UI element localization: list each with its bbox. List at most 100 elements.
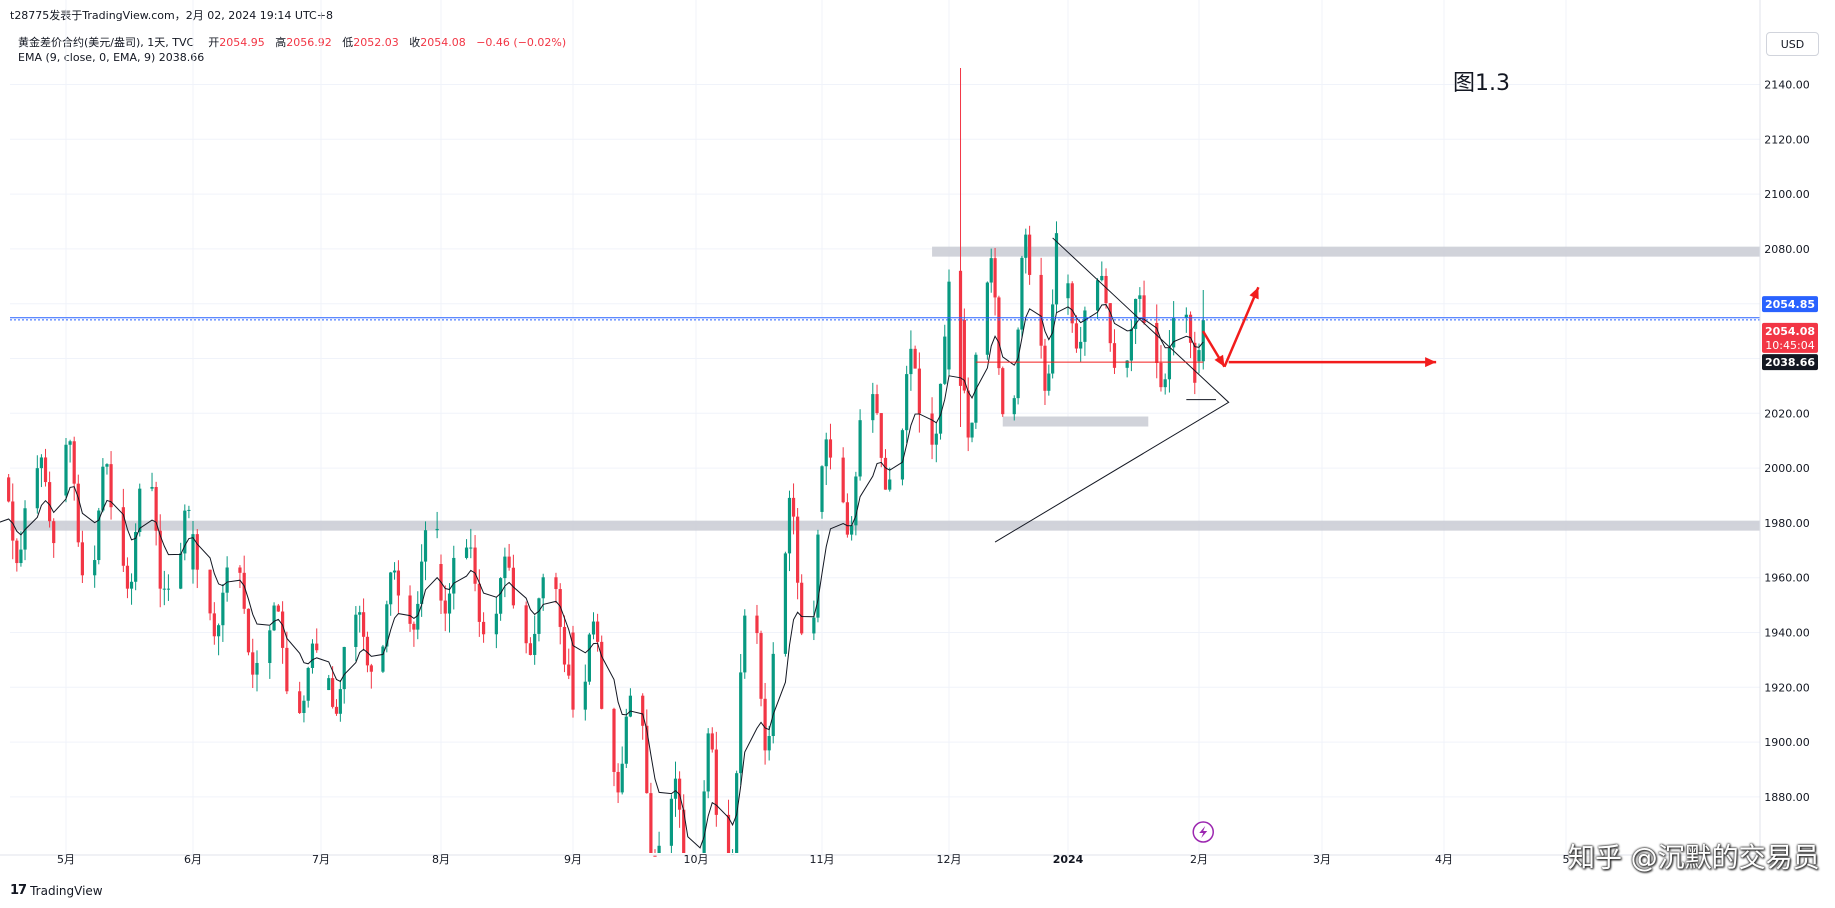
candle-body — [365, 636, 370, 666]
candle — [1125, 360, 1129, 378]
x-tick-label: 11月 — [810, 853, 835, 866]
price-label-ema: 2038.66 — [1765, 356, 1815, 369]
candle-body — [989, 258, 993, 283]
candle-body — [221, 592, 225, 626]
candle — [714, 731, 718, 827]
candle — [888, 467, 892, 492]
y-tick-label: 1960.00 — [1764, 572, 1810, 585]
candle-body — [726, 814, 731, 853]
arrow-up-move-head — [1249, 287, 1259, 300]
candle — [970, 422, 974, 443]
candle — [507, 543, 511, 571]
candle-body — [369, 665, 373, 672]
candle-body — [1138, 295, 1142, 299]
candle-body — [600, 641, 604, 709]
candle — [43, 448, 48, 487]
candle-body — [129, 581, 134, 589]
candle-body — [537, 598, 541, 634]
candle — [396, 560, 401, 613]
candle — [726, 799, 731, 853]
ema-legend: EMA (9, close, 0, EMA, 9) 2038.66 — [18, 51, 205, 64]
candle — [1043, 338, 1047, 406]
x-tick-label: 7月 — [312, 853, 330, 866]
candle-body — [591, 621, 596, 635]
candle — [1066, 274, 1070, 315]
candle — [48, 471, 52, 528]
chart-annotation: 图1.3 — [1453, 71, 1510, 96]
candle-body — [251, 652, 255, 675]
candle — [389, 571, 393, 616]
candle-body — [612, 708, 616, 772]
y-tick-label: 2080.00 — [1764, 243, 1810, 256]
candle — [673, 761, 678, 817]
candle-body — [64, 444, 68, 496]
candle-body — [331, 678, 335, 707]
candle-body — [52, 521, 56, 544]
candle-body — [824, 439, 828, 467]
candle — [423, 521, 428, 581]
candle — [179, 542, 183, 590]
candle-body — [7, 477, 11, 502]
candle — [238, 565, 242, 589]
ohlc-close-value: 2054.08 — [420, 36, 466, 49]
candle — [1016, 327, 1020, 405]
candle-body — [389, 572, 393, 605]
y-tick-label: 2020.00 — [1764, 407, 1810, 420]
candle-body — [1201, 320, 1205, 362]
candle — [591, 612, 596, 640]
candle — [443, 585, 447, 632]
candle — [739, 653, 743, 785]
candle-body — [1108, 303, 1112, 344]
candle — [447, 583, 452, 633]
candle — [1172, 301, 1176, 356]
candle-body — [828, 439, 833, 458]
candle — [600, 635, 604, 710]
candle-body — [361, 612, 366, 637]
currency-button[interactable]: USD — [1766, 32, 1819, 56]
candle-body — [443, 600, 447, 614]
candle-body — [558, 589, 562, 627]
candle-body — [743, 615, 747, 673]
candle — [554, 572, 558, 604]
tradingview-logo[interactable]: 17 TradingView — [10, 883, 103, 898]
candle-body — [1024, 234, 1028, 258]
candle-body — [943, 336, 947, 384]
candle — [796, 508, 800, 600]
candle-body — [1167, 347, 1172, 380]
candle-body — [562, 626, 567, 665]
candle — [195, 529, 199, 589]
ohlc-open-value: 2054.95 — [219, 36, 265, 49]
candle-body — [158, 530, 162, 589]
candle-body — [19, 549, 23, 564]
candle — [787, 490, 792, 572]
candle-body — [985, 282, 989, 355]
candle-body — [134, 531, 138, 582]
candle-body — [1047, 373, 1051, 391]
candle — [1054, 221, 1059, 313]
candle — [1193, 331, 1197, 395]
price-label-ema-bg — [1762, 354, 1818, 371]
candle-body — [796, 516, 800, 583]
candle-body — [706, 733, 710, 792]
candle — [1001, 366, 1005, 417]
y-tick-label: 2000.00 — [1764, 462, 1810, 475]
candle — [473, 535, 477, 592]
candle — [558, 583, 562, 645]
candle — [657, 831, 661, 853]
candle-body — [962, 319, 966, 391]
candle — [966, 377, 970, 452]
candle — [272, 602, 276, 632]
x-tick-label: 5月 — [57, 853, 75, 866]
x-tick-label: 10月 — [684, 853, 709, 866]
candle-body — [841, 457, 845, 503]
candle-body — [35, 468, 39, 509]
candle — [35, 455, 39, 514]
candle-body — [541, 577, 545, 599]
candle — [641, 693, 645, 740]
candle — [187, 505, 191, 519]
candle — [824, 432, 828, 486]
arrow-horizontal-head — [1425, 357, 1437, 368]
candle — [533, 615, 537, 665]
candle-body — [420, 561, 424, 604]
